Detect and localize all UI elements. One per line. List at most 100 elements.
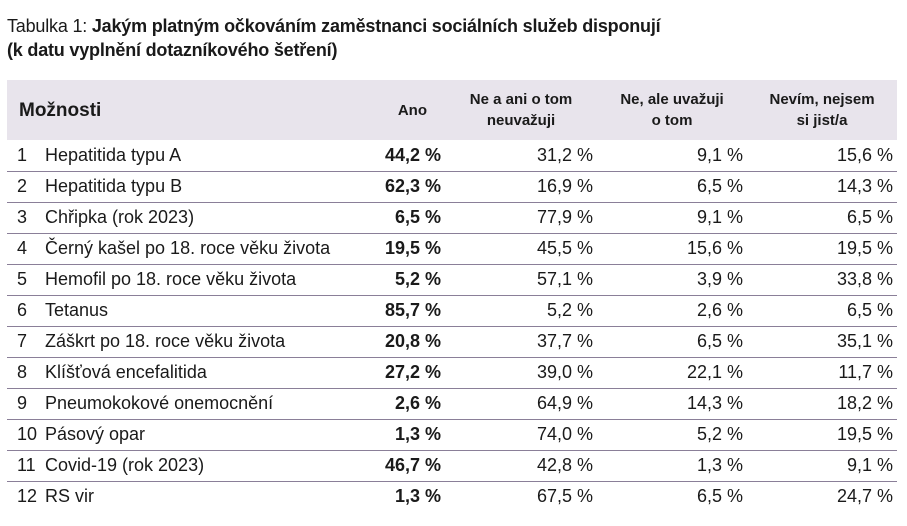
table-row: 3 Chřipka (rok 2023) 6,5 % 77,9 % 9,1 % 6,5 % [7, 202, 898, 233]
row-yes-value: 46,7 % [384, 455, 442, 475]
table-row: 2 Hepatitida typu B 62,3 % 16,9 % 6,5 % 14,3 … [7, 171, 898, 202]
row-yes-value: 5,2 % [394, 269, 442, 289]
row-number: 10 [17, 424, 38, 444]
row-vaccine-name: Černý kašel po 18. roce věku života [45, 238, 331, 258]
row-unsure-value: 9,1 % [846, 455, 894, 475]
table-body: 1 Hepatitida typu A 44,2 % 31,2 % 9,1 % 15,6 … [7, 140, 898, 512]
caption-title-line1: Jakým platným očkováním zaměstnanci soci… [91, 16, 661, 36]
row-vaccine-name: Pneumokokové onemocnění [45, 393, 274, 413]
row-number: 8 [17, 362, 28, 382]
table-row: 4 Černý kašel po 18. roce věku života 19,5… [7, 233, 898, 264]
row-no-considering-value: 6,5 % [696, 176, 744, 196]
row-unsure-value: 14,3 % [836, 176, 894, 196]
row-no-not-considering-value: 45,5 % [536, 238, 594, 258]
row-number: 2 [17, 176, 28, 196]
row-number: 9 [17, 393, 28, 413]
row-vaccine-name: Chřipka (rok 2023) [45, 207, 195, 227]
row-no-not-considering-value: 37,7 % [536, 331, 594, 351]
row-number: 12 [17, 486, 38, 507]
row-no-considering-value: 1,3 % [696, 455, 744, 475]
row-unsure-value: 11,7 % [838, 362, 894, 382]
header-no-considering-line2: o tom [651, 112, 693, 129]
header-no-considering-line1: Ne, ale uvažuji [620, 91, 724, 108]
row-unsure-value: 6,5 % [846, 207, 894, 227]
table-row: 12 RS vir 1,3 % 67,5 % 6,5 % 24,7 % [7, 481, 897, 512]
row-no-considering-value: 6,5 % [696, 486, 744, 507]
row-yes-value: 20,8 % [384, 331, 442, 351]
row-no-considering-value: 14,3 % [686, 393, 744, 413]
row-no-considering-value: 2,6 % [696, 300, 744, 320]
row-number: 7 [17, 331, 28, 351]
header-no-not-considering-line1: Ne a ani o tom [469, 91, 573, 108]
row-unsure-value: 6,5 % [846, 300, 894, 320]
row-no-considering-value: 15,6 % [686, 238, 744, 258]
table-row: 6 Tetanus 85,7 % 5,2 % 2,6 % 6,5 % [7, 295, 898, 326]
header-unsure-line2: si jist/a [796, 112, 848, 129]
row-number: 6 [17, 300, 28, 320]
caption-title-line2: (k datu vyplnění dotazníkového šetření) [7, 40, 338, 60]
row-vaccine-name: Hemofil po 18. roce věku života [45, 269, 297, 289]
row-vaccine-name: Klíšťová encefalitida [45, 362, 207, 382]
row-no-considering-value: 9,1 % [696, 144, 744, 165]
row-yes-value: 62,3 % [384, 176, 442, 196]
row-no-considering-value: 6,5 % [696, 331, 744, 351]
header-no-not-considering-line2: neuvažuji [486, 112, 556, 129]
row-unsure-value: 19,5 % [836, 424, 894, 444]
row-vaccine-name: Covid-19 (rok 2023) [45, 455, 205, 475]
row-no-not-considering-value: 64,9 % [536, 393, 594, 413]
row-yes-value: 6,5 % [394, 207, 442, 227]
table-caption: Tabulka 1: Jakým platným očkováním zaměs… [7, 14, 897, 62]
row-vaccine-name: Pásový opar [45, 424, 146, 444]
row-unsure-value: 33,8 % [836, 269, 894, 289]
row-yes-value: 27,2 % [384, 362, 442, 382]
row-no-considering-value: 3,9 % [696, 269, 744, 289]
row-vaccine-name: Záškrt po 18. roce věku života [45, 331, 286, 351]
row-yes-value: 2,6 % [394, 393, 442, 413]
row-no-not-considering-value: 39,0 % [536, 362, 594, 382]
table-row: 7 Záškrt po 18. roce věku života 20,8 % 37,… [7, 326, 898, 357]
row-no-not-considering-value: 74,0 % [536, 424, 594, 444]
row-unsure-value: 24,7 % [836, 486, 894, 507]
header-options: Možnosti [19, 99, 102, 121]
row-vaccine-name: Hepatitida typu A [45, 144, 182, 165]
row-unsure-value: 35,1 % [836, 331, 894, 351]
row-no-not-considering-value: 31,2 % [536, 144, 594, 165]
row-vaccine-name: RS vir [45, 486, 94, 507]
header-unsure-line1: Nevím, nejsem [769, 91, 875, 108]
header-unsure: Nevím, nejsem si jist/a [747, 80, 897, 140]
row-yes-value: 19,5 % [384, 238, 442, 258]
row-vaccine-name: Tetanus [45, 300, 109, 320]
header-no-considering: Ne, ale uvažuji o tom [597, 80, 747, 140]
row-number: 4 [17, 238, 28, 258]
table-row: 1 Hepatitida typu A 44,2 % 31,2 % 9,1 % 15,6 … [7, 140, 898, 171]
header-no-not-considering: Ne a ani o tom neuvažuji [445, 80, 597, 140]
row-unsure-value: 19,5 % [836, 238, 894, 258]
row-no-not-considering-value: 16,9 % [536, 176, 594, 196]
row-no-considering-value: 9,1 % [696, 207, 744, 227]
row-no-not-considering-value: 77,9 % [536, 207, 594, 227]
row-number: 1 [17, 144, 28, 165]
vaccination-table: Možnosti Ano Ne a ani o tom neuvažuji Ne… [7, 80, 898, 512]
row-unsure-value: 18,2 % [836, 393, 894, 413]
row-yes-value: 1,3 % [394, 424, 442, 444]
row-number: 11 [17, 455, 36, 475]
table-row: 10 Pásový opar 1,3 % 74,0 % 5,2 % 19,5 % [7, 419, 898, 450]
row-yes-value: 85,7 % [384, 300, 442, 320]
row-yes-value: 1,3 % [394, 486, 442, 507]
row-number: 5 [17, 269, 28, 289]
caption-lead: Tabulka 1: [7, 16, 92, 36]
row-unsure-value: 15,6 % [836, 144, 894, 165]
row-no-considering-value: 5,2 % [696, 424, 744, 444]
row-no-not-considering-value: 5,2 % [546, 300, 594, 320]
row-no-considering-value: 22,1 % [686, 362, 744, 382]
table-row: 9 Pneumokokové onemocnění 2,6 % 64,9 % 14,3 … [7, 388, 898, 419]
header-yes: Ano [397, 101, 428, 119]
row-yes-value: 44,2 % [384, 144, 442, 165]
table-row: 5 Hemofil po 18. roce věku života 5,2 % 57,… [7, 264, 898, 295]
row-no-not-considering-value: 67,5 % [536, 486, 594, 507]
table-header-row: Možnosti Ano Ne a ani o tom neuvažuji Ne… [7, 80, 898, 140]
row-vaccine-name: Hepatitida typu B [45, 176, 183, 196]
table-row: 8 Klíšťová encefalitida 27,2 % 39,0 % 22,1 %… [7, 357, 898, 388]
row-no-not-considering-value: 42,8 % [536, 455, 594, 475]
row-no-not-considering-value: 57,1 % [536, 269, 594, 289]
